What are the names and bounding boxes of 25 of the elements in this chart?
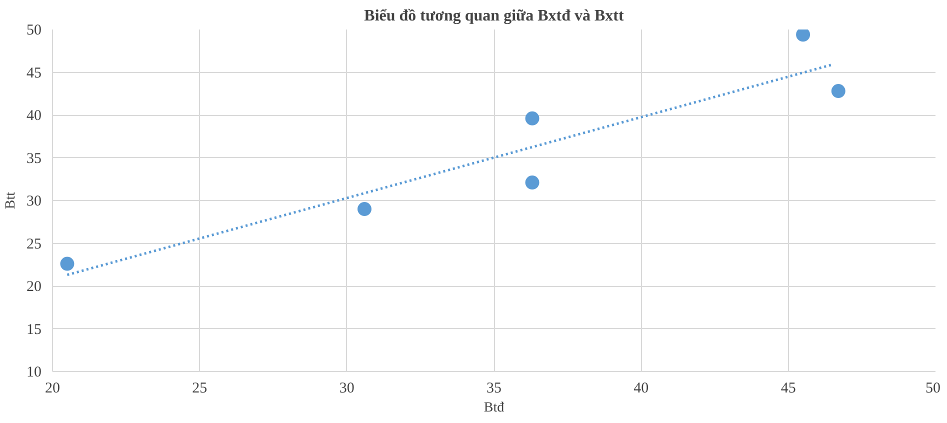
point (831, 84, 846, 98)
y-axis-title: Btt (4, 192, 18, 210)
y-tick-label: 35 (26, 150, 42, 167)
y-tick-label: 25 (26, 236, 42, 252)
x-tick-label: 35 (486, 380, 502, 396)
chart-title: Biểu đồ tương quan giữa Bxtđ và Bxtt (364, 8, 625, 24)
x-tick-label: 50 (926, 380, 940, 396)
y-tick-label: 20 (26, 279, 42, 295)
x-tick-label: 40 (634, 380, 649, 396)
y-tick-label: 30 (26, 194, 42, 210)
y-tick-label: 15 (26, 322, 42, 338)
x-tick-label: 45 (780, 380, 796, 396)
point (796, 30, 810, 42)
y-tick-label: 45 (26, 65, 42, 82)
y-tick-label: 40 (26, 108, 42, 124)
y-tick-label: 50 (26, 22, 42, 38)
point (525, 111, 540, 126)
x-tick-label: 30 (339, 380, 354, 396)
x-tick-label: 25 (192, 380, 208, 396)
x-axis-title: Btđ (484, 400, 504, 416)
y-tick-label: 10 (26, 364, 42, 380)
point (357, 202, 372, 216)
point (525, 176, 540, 190)
point (60, 256, 74, 271)
x-tick-label: 20 (45, 380, 60, 396)
